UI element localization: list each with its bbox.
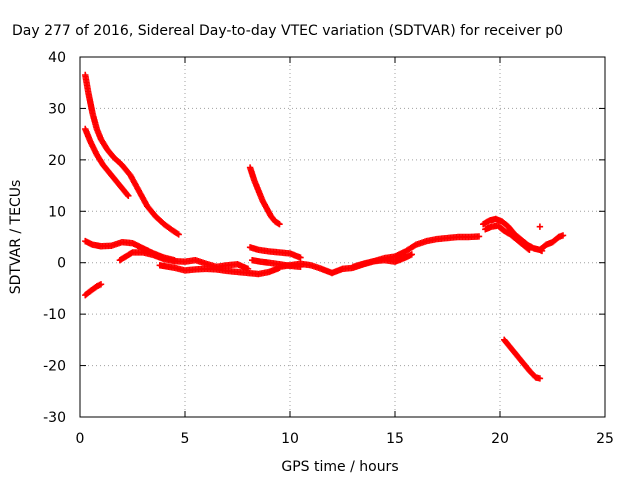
y-tick-label: 20 xyxy=(48,153,66,169)
series-arc-low-late xyxy=(501,336,544,382)
y-tick-label: 30 xyxy=(48,101,66,117)
data-point xyxy=(525,245,532,253)
series-arc-mid-8h xyxy=(246,164,283,228)
y-tick-label: 10 xyxy=(48,204,66,220)
series-arc-19-21h-lower xyxy=(482,222,533,254)
axis-tick-labels: 0 5 10 15 20 25 -30 -20 -10 0 10 20 30 40 xyxy=(43,50,614,447)
x-tick-label: 0 xyxy=(76,431,85,447)
data-point xyxy=(475,233,483,240)
y-tick-label: -30 xyxy=(43,410,66,426)
data-markers xyxy=(82,71,567,382)
data-point xyxy=(97,281,105,288)
data-point xyxy=(276,220,283,228)
x-tick-label: 15 xyxy=(386,431,404,447)
x-tick-label: 5 xyxy=(181,431,190,447)
series-arc-high-2 xyxy=(82,125,132,200)
series-arc-high-1 xyxy=(82,71,182,238)
data-point xyxy=(536,223,544,230)
data-point xyxy=(526,246,533,254)
x-tick-label: 20 xyxy=(491,431,509,447)
chart-title: Day 277 of 2016, Sidereal Day-to-day VTE… xyxy=(12,23,563,39)
data-point xyxy=(297,254,304,261)
y-tick-label: -10 xyxy=(43,307,66,323)
series-arc-low-early xyxy=(82,281,105,299)
y-tick-label: -20 xyxy=(43,359,66,375)
grid xyxy=(80,57,605,417)
x-tick-label: 25 xyxy=(596,431,614,447)
plot-frame xyxy=(79,56,606,418)
x-tick-label: 10 xyxy=(281,431,299,447)
series-arc-9h-band xyxy=(246,244,304,261)
series-arc-22-23h xyxy=(536,232,567,254)
data-point xyxy=(125,192,132,200)
y-axis-label: SDTVAR / TECUs xyxy=(8,180,24,295)
data-point xyxy=(124,191,131,198)
data-point xyxy=(175,231,182,238)
data-point xyxy=(174,230,181,237)
data-point xyxy=(559,232,567,239)
x-axis-label: GPS time / hours xyxy=(281,459,398,475)
series-arc-13-16h-lower xyxy=(349,251,415,271)
series-arc-cluster-4-8h-lower xyxy=(156,262,283,278)
series-outlier xyxy=(536,223,544,230)
y-tick-label: 40 xyxy=(48,50,66,66)
data-point xyxy=(536,375,544,382)
y-tick-label: 0 xyxy=(57,256,66,272)
data-point xyxy=(408,251,415,258)
